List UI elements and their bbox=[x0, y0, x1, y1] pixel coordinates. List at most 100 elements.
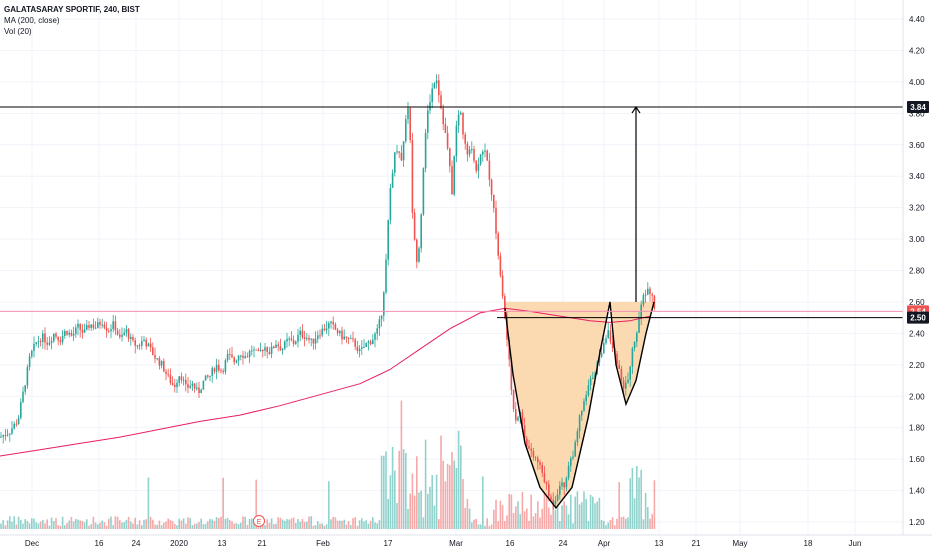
volume-bar bbox=[310, 516, 312, 529]
candle-body bbox=[259, 350, 262, 352]
candle-body bbox=[541, 464, 543, 473]
candle-body bbox=[585, 395, 587, 402]
volume-bar bbox=[75, 518, 77, 529]
candle-body bbox=[308, 337, 310, 340]
volume-bar bbox=[81, 520, 84, 529]
volume-bar bbox=[211, 519, 213, 529]
volume-bar bbox=[556, 501, 559, 529]
volume-bar bbox=[424, 439, 427, 529]
candle-body bbox=[70, 332, 73, 336]
candle-body bbox=[438, 80, 440, 96]
volume-bar bbox=[440, 435, 442, 529]
volume-bar bbox=[565, 505, 568, 529]
volume-bar bbox=[374, 522, 376, 529]
volume-bar bbox=[526, 508, 528, 529]
candle-body bbox=[332, 321, 334, 325]
candle-body bbox=[160, 360, 163, 366]
candle-body bbox=[167, 373, 169, 375]
candle-body bbox=[123, 332, 125, 335]
candle-body bbox=[191, 383, 194, 387]
volume-bar bbox=[255, 479, 257, 529]
volume-bar bbox=[552, 499, 554, 529]
volume-bar bbox=[105, 525, 108, 529]
candle-body bbox=[433, 83, 436, 89]
price-tag-bg bbox=[907, 311, 929, 324]
candle-body bbox=[644, 294, 647, 296]
candle-body bbox=[409, 107, 411, 141]
volume-bar bbox=[442, 460, 444, 529]
volume-bar bbox=[152, 519, 154, 529]
volume-bar bbox=[528, 520, 530, 529]
candle-body bbox=[171, 383, 174, 385]
candle-body bbox=[570, 458, 572, 466]
candle-body bbox=[196, 387, 198, 389]
candle-body bbox=[396, 151, 398, 153]
volume-bar bbox=[479, 524, 482, 529]
candle-body bbox=[484, 150, 486, 152]
candle-body bbox=[178, 376, 180, 383]
candle-body bbox=[169, 374, 172, 384]
candle-body bbox=[114, 321, 117, 331]
volume-bar bbox=[50, 517, 53, 529]
time-tick-label: 2020 bbox=[170, 539, 188, 548]
candle-body bbox=[321, 328, 323, 336]
volume-bar bbox=[68, 520, 70, 529]
volume-bar bbox=[358, 520, 361, 529]
candle-body bbox=[574, 442, 576, 457]
volume-bar bbox=[413, 495, 416, 529]
volume-bar bbox=[46, 519, 48, 529]
candle-body bbox=[119, 334, 121, 337]
candle-body bbox=[264, 347, 266, 351]
candle-body bbox=[17, 417, 20, 425]
volume-bar bbox=[455, 467, 458, 529]
volume-bar bbox=[372, 517, 374, 529]
volume-bar bbox=[352, 518, 354, 529]
candle-body bbox=[55, 333, 57, 337]
volume-bar bbox=[625, 518, 627, 529]
volume-bar bbox=[193, 523, 196, 529]
candle-body bbox=[22, 391, 24, 403]
candle-body bbox=[323, 328, 326, 331]
candle-body bbox=[26, 366, 29, 386]
volume-bar bbox=[248, 518, 251, 529]
volume-bar bbox=[77, 519, 79, 529]
volume-bar bbox=[328, 481, 330, 529]
candle-body bbox=[411, 140, 414, 213]
price-tick-label: 3.80 bbox=[909, 109, 925, 118]
volume-bar bbox=[66, 522, 68, 529]
candle-body bbox=[244, 356, 246, 358]
volume-bar bbox=[409, 493, 411, 529]
volume-bar bbox=[376, 523, 378, 529]
volume-bar bbox=[15, 524, 18, 529]
volume-bar bbox=[90, 524, 92, 529]
volume-bar bbox=[163, 522, 165, 529]
volume-bar bbox=[510, 494, 513, 529]
volume-bar bbox=[295, 523, 297, 529]
volume-bar bbox=[281, 519, 284, 529]
candle-body bbox=[631, 348, 634, 367]
volume-bar bbox=[380, 455, 383, 529]
svg-text:E: E bbox=[257, 519, 262, 526]
candle-body bbox=[88, 325, 90, 328]
price-tick-label: 2.20 bbox=[909, 361, 925, 370]
candle-body bbox=[387, 220, 389, 260]
candle-body bbox=[9, 433, 11, 435]
volume-bar bbox=[312, 525, 315, 529]
time-tick-label: 24 bbox=[559, 539, 568, 548]
time-tick-label: 21 bbox=[692, 539, 701, 548]
volume-bar bbox=[354, 517, 356, 529]
volume-bar bbox=[226, 517, 229, 529]
time-tick-label: Mar bbox=[449, 539, 463, 548]
volume-bar bbox=[530, 494, 532, 529]
volume-bar bbox=[94, 522, 97, 529]
candle-body bbox=[147, 343, 150, 347]
candle-body bbox=[352, 338, 354, 340]
event-marker-icon[interactable]: E bbox=[253, 515, 265, 527]
candle-body bbox=[103, 324, 106, 328]
candle-body bbox=[413, 212, 416, 240]
volume-bar bbox=[6, 520, 9, 529]
volume-bar bbox=[365, 520, 367, 529]
volume-bar bbox=[473, 519, 475, 529]
volume-bar bbox=[273, 524, 275, 529]
volume-bar bbox=[504, 521, 506, 529]
